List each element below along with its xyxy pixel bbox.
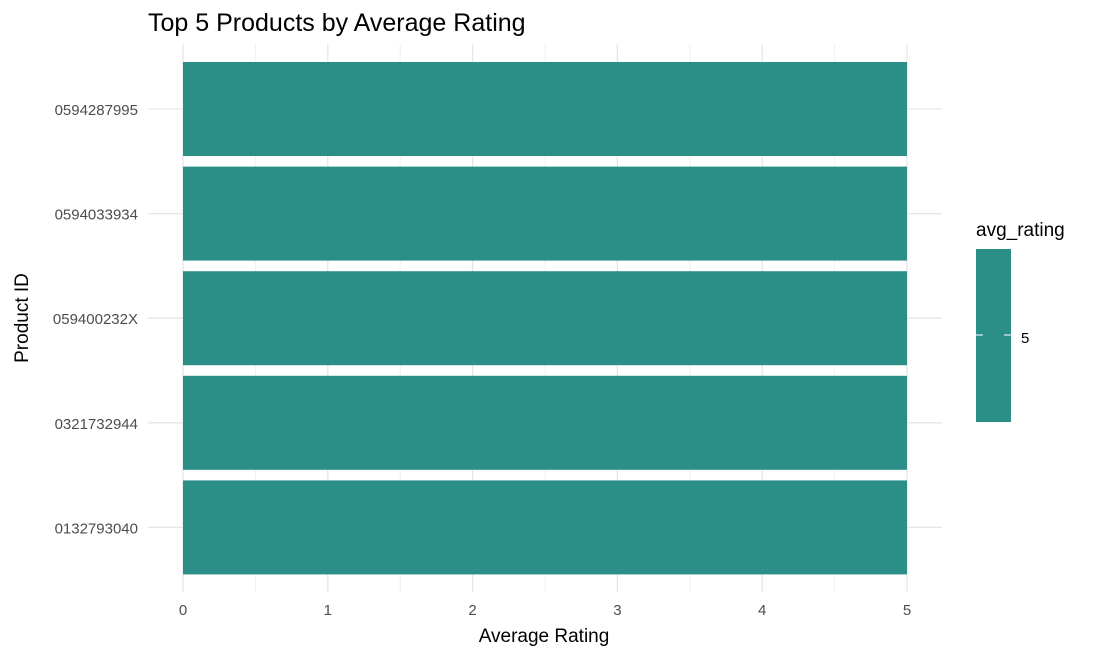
chart-title: Top 5 Products by Average Rating <box>148 9 526 37</box>
x-tick-label: 5 <box>903 602 911 619</box>
y-tick-label: 0594033934 <box>55 207 138 224</box>
bar <box>183 375 907 470</box>
legend-label: 5 <box>1021 330 1029 347</box>
y-tick-label: 0132793040 <box>55 520 138 537</box>
bars <box>183 62 907 575</box>
y-tick-labels: 0594287995 0594033934 059400232X 0321732944… <box>53 102 138 537</box>
x-tick-label: 4 <box>758 602 766 619</box>
legend-title: avg_rating <box>976 220 1065 241</box>
y-axis-title: Product ID <box>12 273 33 363</box>
x-tick-label: 2 <box>468 602 476 619</box>
bar <box>183 166 907 261</box>
bar <box>183 271 907 366</box>
x-tick-labels: 0 1 2 3 4 5 <box>179 602 911 619</box>
bar <box>183 62 907 156</box>
x-tick-label: 1 <box>324 602 332 619</box>
x-tick-label: 3 <box>613 602 621 619</box>
y-tick-label: 0321732944 <box>55 416 138 433</box>
x-tick-label: 0 <box>179 602 187 619</box>
bar <box>183 480 907 575</box>
x-axis-title: Average Rating <box>479 626 610 647</box>
y-tick-label: 059400232X <box>53 311 138 328</box>
y-tick-label: 0594287995 <box>55 102 138 119</box>
legend: avg_rating 5 <box>976 220 1065 422</box>
